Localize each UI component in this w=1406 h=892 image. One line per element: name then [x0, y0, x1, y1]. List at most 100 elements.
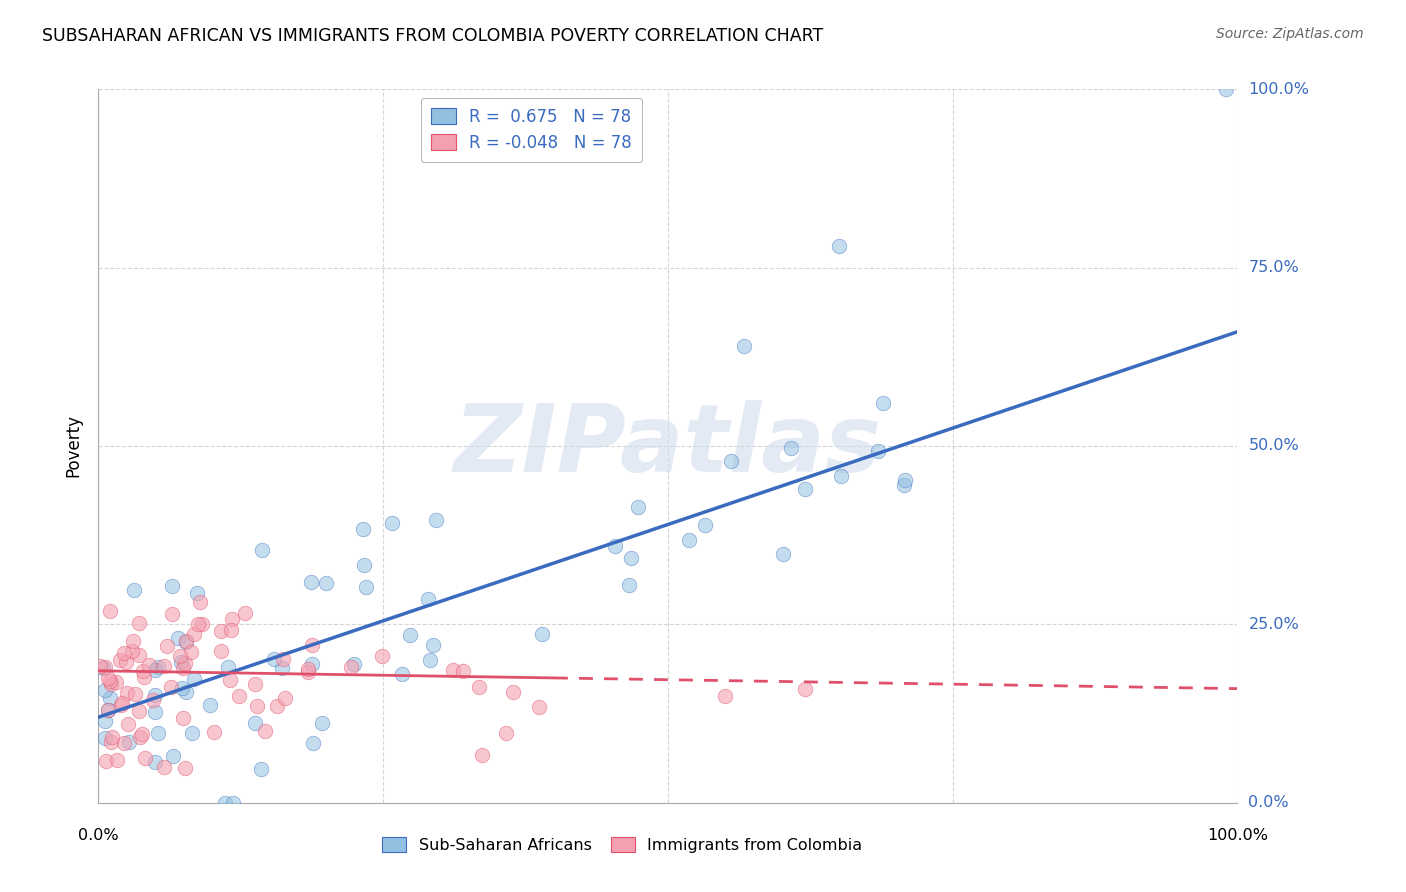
Point — [132, 670, 155, 684]
Text: ZIPatlas: ZIPatlas — [454, 400, 882, 492]
Point — [94, 682, 117, 697]
Point — [222, 796, 245, 810]
Point — [733, 339, 755, 353]
Point — [97, 703, 120, 717]
Point — [1215, 82, 1237, 96]
Point — [132, 664, 155, 678]
Legend: Sub-Saharan Africans, Immigrants from Colombia: Sub-Saharan Africans, Immigrants from Co… — [375, 830, 869, 859]
Point — [352, 522, 374, 536]
Point — [98, 690, 121, 705]
Point — [422, 639, 444, 653]
Point — [343, 657, 366, 671]
Point — [714, 689, 737, 703]
Point — [146, 726, 169, 740]
Point — [128, 704, 150, 718]
Point — [266, 698, 288, 713]
Text: Source: ZipAtlas.com: Source: ZipAtlas.com — [1216, 27, 1364, 41]
Point — [117, 686, 139, 700]
Point — [128, 648, 150, 662]
Point — [315, 575, 337, 590]
Point — [617, 577, 640, 591]
Point — [243, 677, 266, 691]
Point — [134, 750, 156, 764]
Point — [105, 753, 128, 767]
Point — [627, 500, 650, 514]
Point — [153, 659, 176, 673]
Point — [221, 612, 243, 626]
Point — [172, 711, 194, 725]
Point — [191, 616, 214, 631]
Point — [270, 661, 292, 675]
Point — [233, 607, 256, 621]
Point — [156, 640, 179, 654]
Point — [98, 604, 121, 618]
Point — [202, 725, 225, 739]
Point — [893, 478, 915, 492]
Point — [249, 762, 271, 776]
Point — [217, 660, 239, 674]
Point — [176, 634, 198, 648]
Point — [188, 594, 211, 608]
Point — [301, 657, 323, 671]
Point — [416, 592, 439, 607]
Text: 75.0%: 75.0% — [1249, 260, 1299, 275]
Point — [181, 726, 204, 740]
Point — [169, 649, 191, 664]
Point — [243, 715, 266, 730]
Point — [98, 673, 121, 688]
Point — [122, 583, 145, 598]
Point — [94, 714, 117, 728]
Point — [297, 662, 319, 676]
Point — [121, 634, 143, 648]
Point — [603, 540, 626, 554]
Point — [209, 624, 232, 638]
Point — [166, 631, 188, 645]
Point — [100, 677, 122, 691]
Point — [174, 634, 197, 648]
Point — [110, 698, 132, 712]
Point — [793, 482, 815, 496]
Text: SUBSAHARAN AFRICAN VS IMMIGRANTS FROM COLOMBIA POVERTY CORRELATION CHART: SUBSAHARAN AFRICAN VS IMMIGRANTS FROM CO… — [42, 27, 824, 45]
Point — [830, 468, 852, 483]
Point — [160, 607, 183, 621]
Point — [620, 550, 643, 565]
Point — [695, 518, 717, 533]
Point — [172, 661, 194, 675]
Point — [89, 659, 111, 673]
Point — [96, 754, 118, 768]
Point — [527, 699, 550, 714]
Point — [894, 473, 917, 487]
Point — [441, 664, 464, 678]
Point — [143, 663, 166, 677]
Point — [720, 453, 742, 467]
Point — [159, 681, 181, 695]
Point — [273, 652, 295, 666]
Point — [142, 693, 165, 707]
Point — [780, 441, 803, 455]
Point — [209, 644, 232, 658]
Point — [371, 649, 394, 664]
Point — [112, 647, 135, 661]
Point — [129, 730, 152, 744]
Point — [866, 444, 889, 458]
Text: 0.0%: 0.0% — [1249, 796, 1289, 810]
Point — [93, 659, 115, 673]
Point — [381, 516, 404, 530]
Point — [173, 761, 195, 775]
Point — [419, 653, 441, 667]
Point — [828, 239, 851, 253]
Y-axis label: Poverty: Poverty — [65, 415, 83, 477]
Point — [101, 730, 124, 744]
Point — [112, 736, 135, 750]
Point — [160, 579, 183, 593]
Point — [97, 671, 120, 685]
Point — [108, 653, 131, 667]
Point — [198, 698, 221, 712]
Point — [468, 680, 491, 694]
Text: 0.0%: 0.0% — [79, 828, 118, 843]
Text: 100.0%: 100.0% — [1249, 82, 1309, 96]
Point — [793, 681, 815, 696]
Point — [531, 627, 554, 641]
Point — [114, 655, 136, 669]
Text: 50.0%: 50.0% — [1249, 439, 1299, 453]
